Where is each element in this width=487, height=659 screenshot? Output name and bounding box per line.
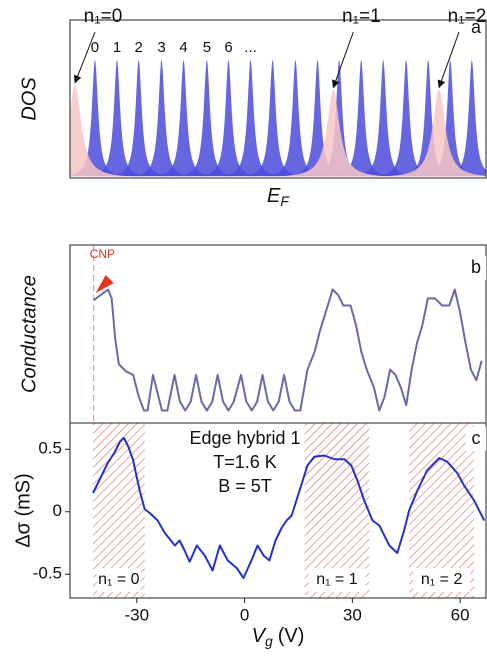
dos-peak — [87, 59, 147, 177]
cnp-arrow — [95, 275, 114, 293]
dos-peak — [331, 59, 392, 177]
highlight-label: n₁=0 — [84, 6, 123, 27]
dos-peak — [441, 59, 486, 177]
y-axis-label: Δσ (mS) — [12, 473, 34, 548]
level-label: 0 — [91, 39, 99, 56]
region-label: n₁ = 2 — [421, 571, 463, 588]
plot-layer: 0 1 2 3 4 5 6 ...n₁=0 n₁=1 n₁=2DOSaCNPConductance… — [12, 6, 487, 624]
level-label: ... — [244, 39, 257, 56]
highlight-arrow — [332, 31, 354, 89]
panel-frame — [69, 422, 487, 599]
y-axis-label: DOS — [18, 77, 40, 121]
axis-label: EF — [267, 185, 290, 208]
label-symbol: V — [252, 625, 267, 647]
panel-label-bg — [466, 427, 486, 451]
highlight-peak — [70, 84, 135, 177]
x-tick-label: 0 — [240, 605, 249, 624]
axis-label: Vg (V) — [252, 625, 305, 648]
panel-label: a — [471, 17, 482, 37]
dos-peak — [398, 59, 459, 177]
panel-label-bg — [466, 256, 486, 280]
dos-peak — [353, 59, 414, 177]
dos-peak — [153, 59, 214, 177]
dos-peak — [309, 59, 370, 177]
cnp-label: CNP — [90, 247, 115, 261]
dos-peak — [176, 59, 237, 177]
highlight-arrow — [437, 31, 460, 89]
data-line — [92, 437, 486, 579]
dos-peak — [198, 59, 259, 177]
panel-frame — [69, 244, 487, 424]
level-label: 3 — [157, 39, 165, 56]
highlight-peak — [379, 89, 486, 177]
region-label-bg — [413, 568, 471, 592]
panel-label: b — [471, 257, 481, 277]
highlight-peak — [273, 89, 394, 177]
level-label: 4 — [179, 39, 187, 56]
data-line — [93, 288, 483, 412]
highlight-label: n₁=1 — [342, 6, 381, 27]
dos-peak — [220, 59, 281, 177]
y-axis-label: Conductance — [18, 275, 40, 393]
dos-peak — [420, 59, 481, 177]
annotation: Edge hybrid 1 — [189, 428, 300, 448]
level-label: 5 — [203, 39, 211, 56]
label-symbol: E — [267, 185, 281, 207]
dos-peak — [70, 59, 125, 177]
region-label: n₁ = 1 — [316, 571, 358, 588]
dos-peak — [131, 59, 192, 177]
dos-peak — [287, 59, 348, 177]
panel-label: c — [472, 428, 481, 448]
y-tick-label: 0.5 — [38, 439, 62, 458]
x-tick-label: -30 — [125, 605, 150, 624]
level-label: 6 — [224, 39, 232, 56]
x-tick-label: 30 — [343, 605, 362, 624]
highlight-label: n₁=2 — [448, 6, 487, 27]
annotation: T=1.6 K — [213, 452, 277, 472]
highlight-arrow — [73, 31, 96, 84]
y-tick-label: -0.5 — [33, 564, 62, 583]
dos-peak — [108, 59, 169, 177]
y-tick-label: 0 — [53, 501, 62, 520]
dos-peak — [242, 59, 303, 177]
dos-peak — [376, 59, 437, 177]
dos-peaks — [70, 59, 486, 177]
region-label-bg — [308, 568, 366, 592]
region-label-bg — [96, 568, 141, 592]
dos-peak — [265, 59, 326, 177]
label-subscript: g — [265, 633, 273, 649]
region-label: n₁ = 0 — [98, 571, 140, 588]
x-tick-label: 60 — [451, 605, 470, 624]
level-label: 2 — [134, 39, 142, 56]
level-label: 1 — [113, 39, 121, 56]
label-subscript: F — [280, 193, 290, 209]
label-unit: (V) — [278, 625, 305, 647]
panel-frame — [69, 19, 487, 179]
annotation: B = 5T — [218, 476, 272, 496]
